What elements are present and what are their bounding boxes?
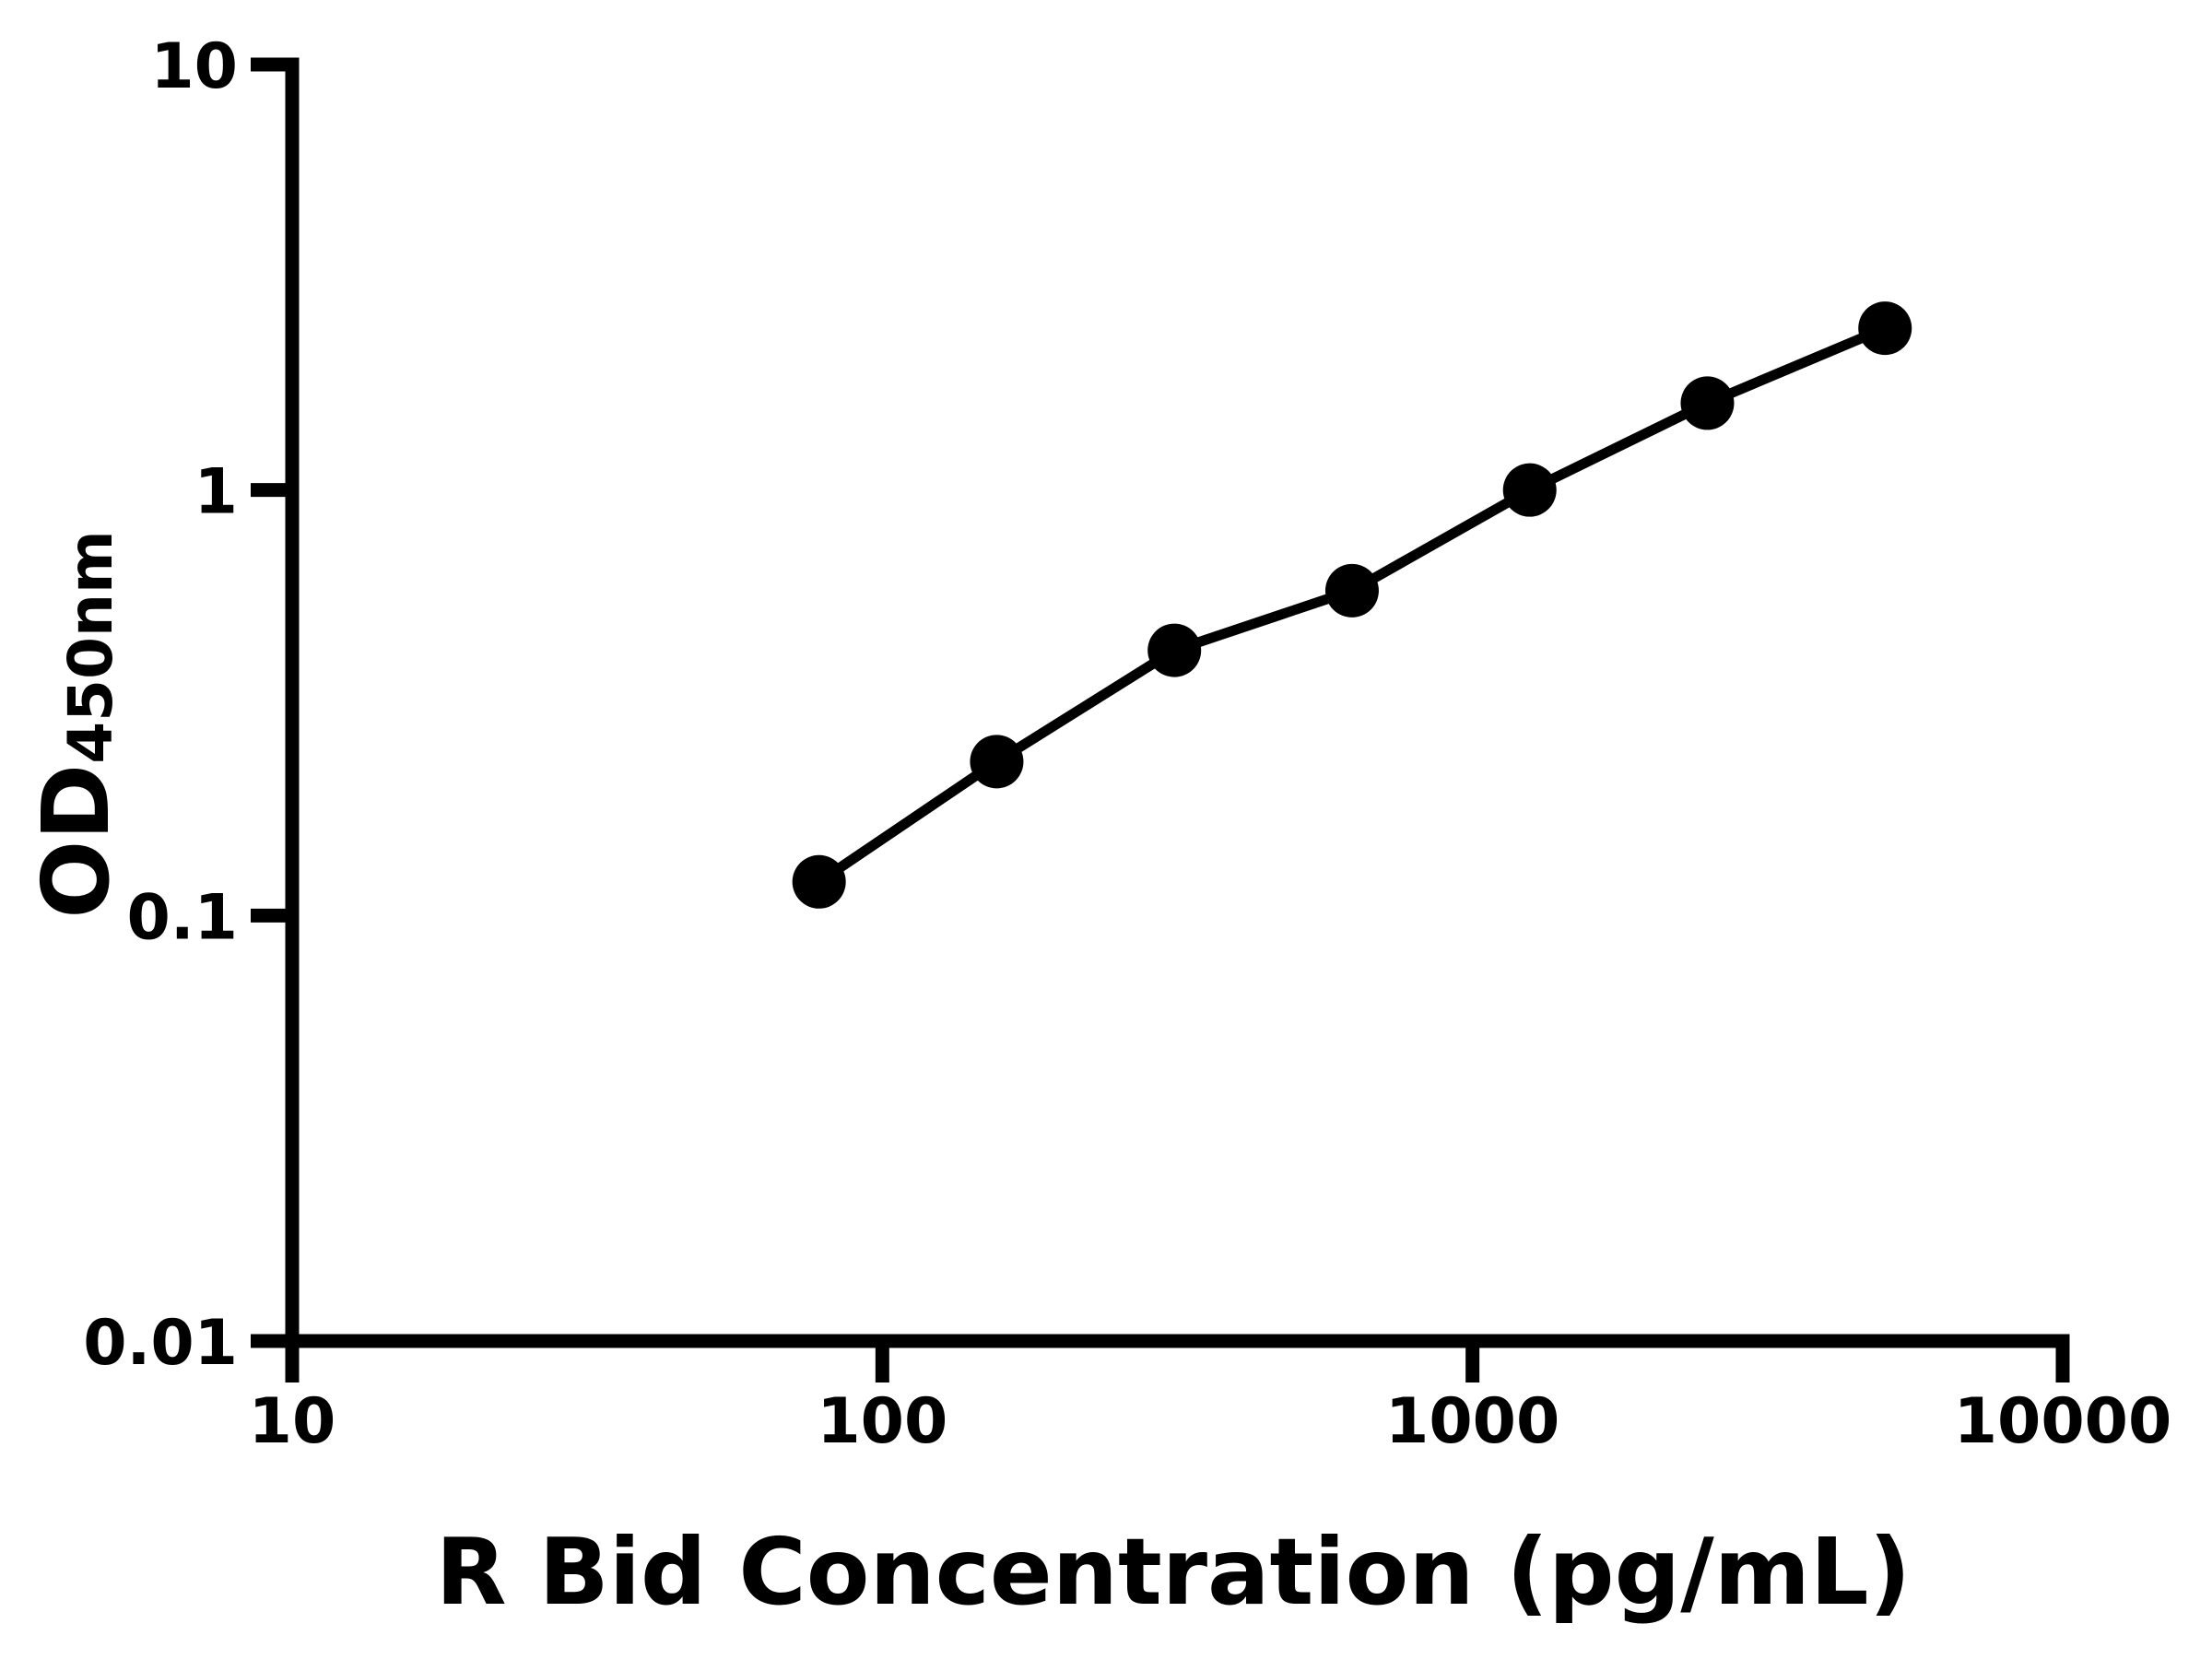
y-axis-title-subscript: 450nm <box>55 530 126 764</box>
x-tick-label: 10 <box>249 1385 336 1458</box>
y-tick-label: 0.01 <box>83 1307 238 1380</box>
y-axis-tick-labels: 0.01 0.1 1 10 <box>83 30 238 1380</box>
y-tick-label: 0.1 <box>127 881 238 954</box>
y-tick-label: 1 <box>194 456 238 529</box>
data-point <box>1147 623 1202 677</box>
x-axis-ticks <box>285 1341 2070 1382</box>
y-axis-ticks <box>251 57 292 1348</box>
data-point <box>1858 301 1912 356</box>
x-tick-label: 10000 <box>1954 1385 2172 1458</box>
data-point <box>1324 563 1379 618</box>
data-point <box>792 854 846 909</box>
x-tick-label: 1000 <box>1385 1385 1559 1458</box>
data-point <box>970 735 1024 789</box>
data-point <box>1680 376 1735 430</box>
y-tick-label: 10 <box>150 30 238 103</box>
y-axis-title-main: OD <box>22 764 130 919</box>
y-axis-title: OD450nm <box>22 530 130 919</box>
x-tick-label: 100 <box>817 1385 947 1458</box>
x-axis-title: R Bid Concentration (pg/mL) <box>436 1518 1912 1626</box>
x-axis-tick-labels: 10 100 1000 10000 <box>249 1385 2172 1458</box>
data-series-standard-curve <box>792 301 1912 909</box>
data-point <box>1502 463 1557 517</box>
